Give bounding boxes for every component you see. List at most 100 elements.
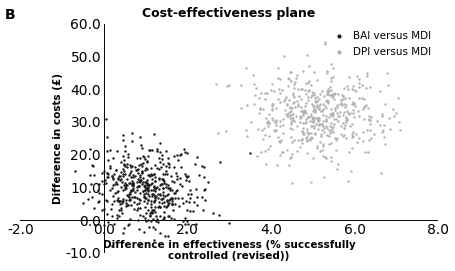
Point — [143, 154, 151, 159]
Point — [318, 109, 325, 113]
Point — [358, 83, 365, 88]
Point — [131, 190, 138, 195]
Point — [324, 90, 331, 94]
Point — [342, 115, 349, 119]
Point — [152, 219, 159, 224]
Point — [285, 109, 293, 114]
Point — [321, 40, 328, 44]
Point — [192, 186, 199, 191]
Point — [343, 83, 350, 88]
Point — [126, 192, 133, 196]
Point — [148, 192, 156, 196]
Point — [152, 193, 159, 198]
Point — [187, 192, 195, 196]
Point — [222, 129, 229, 133]
Point — [170, 180, 177, 184]
Point — [164, 183, 171, 187]
Point — [333, 136, 340, 140]
Point — [147, 202, 154, 207]
Point — [292, 114, 299, 118]
Point — [305, 114, 313, 118]
Point — [101, 177, 108, 182]
Point — [338, 97, 345, 102]
Point — [138, 164, 146, 169]
Point — [121, 181, 129, 185]
Point — [135, 227, 142, 231]
Point — [296, 145, 303, 149]
Point — [313, 127, 321, 132]
Point — [289, 101, 296, 105]
Point — [288, 180, 295, 185]
Point — [147, 213, 154, 218]
Point — [334, 162, 341, 166]
Point — [163, 204, 170, 208]
Point — [308, 156, 316, 161]
Point — [329, 124, 336, 129]
Point — [134, 177, 141, 181]
Point — [313, 99, 320, 103]
Point — [113, 190, 120, 195]
Point — [286, 113, 293, 117]
Point — [144, 186, 152, 190]
Point — [139, 161, 146, 166]
Point — [132, 202, 140, 207]
Point — [110, 171, 117, 176]
Point — [295, 114, 303, 118]
Point — [314, 118, 321, 122]
Point — [197, 164, 205, 168]
Point — [344, 179, 351, 183]
Point — [104, 220, 111, 224]
Point — [286, 126, 293, 130]
Point — [126, 181, 133, 186]
Point — [128, 182, 136, 186]
Point — [113, 212, 120, 217]
Point — [138, 146, 145, 151]
Point — [322, 124, 329, 128]
Point — [136, 135, 144, 139]
Point — [332, 148, 339, 152]
Point — [186, 208, 193, 213]
Point — [294, 102, 301, 107]
Point — [120, 158, 127, 162]
Point — [102, 198, 109, 202]
Point — [164, 156, 172, 160]
Point — [302, 111, 309, 116]
Point — [193, 155, 200, 159]
Point — [106, 165, 113, 170]
Point — [117, 185, 124, 189]
Point — [113, 198, 120, 202]
Point — [323, 91, 330, 96]
Point — [98, 171, 105, 175]
Point — [380, 102, 388, 106]
Point — [262, 116, 269, 121]
Point — [337, 101, 344, 105]
Point — [152, 198, 159, 202]
Point — [170, 154, 177, 158]
Point — [291, 79, 298, 84]
Point — [248, 73, 256, 77]
Point — [156, 214, 163, 218]
Point — [174, 157, 181, 162]
Point — [155, 187, 162, 192]
Point — [123, 164, 130, 169]
Point — [135, 162, 142, 167]
Point — [130, 200, 137, 204]
Point — [98, 192, 106, 197]
Point — [318, 122, 325, 126]
Point — [268, 118, 276, 122]
Point — [142, 218, 150, 223]
Point — [304, 98, 311, 103]
Point — [114, 189, 121, 193]
Point — [291, 105, 298, 109]
Point — [296, 96, 303, 101]
Point — [173, 173, 181, 178]
Point — [147, 188, 155, 192]
Point — [304, 131, 311, 136]
Point — [313, 103, 320, 107]
Point — [140, 194, 147, 198]
Point — [94, 188, 101, 192]
Point — [144, 208, 151, 212]
Point — [138, 182, 145, 186]
Point — [301, 88, 308, 92]
Point — [152, 196, 159, 200]
